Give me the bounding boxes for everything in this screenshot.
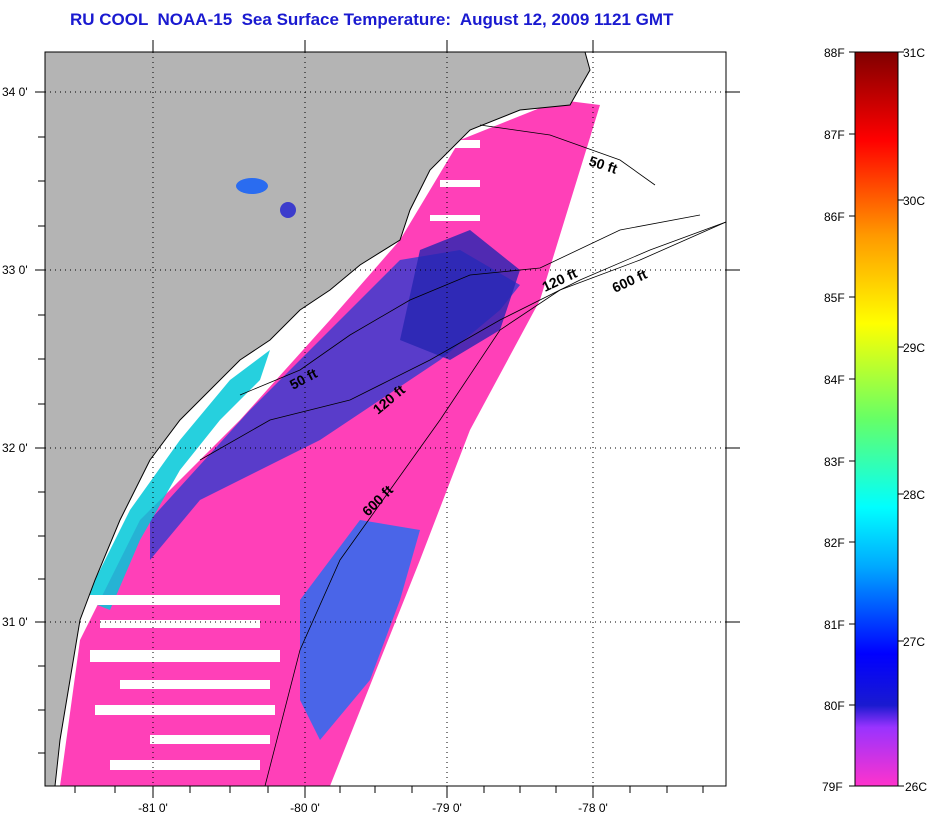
lon-label-81: -81 0'	[138, 801, 168, 815]
cbar-c-26: 26C	[905, 780, 927, 794]
cbar-f-87: 87F	[824, 128, 845, 142]
cbar-f-79: 79F	[822, 780, 843, 794]
land-mass	[45, 52, 590, 786]
cbar-f-85: 85F	[824, 291, 845, 305]
sst-cool-patch	[400, 230, 520, 360]
cbar-f-88: 88F	[824, 46, 845, 60]
lat-label-32: 32 0'	[2, 441, 28, 455]
lat-label-34: 34 0'	[2, 85, 28, 99]
map-frame	[44, 51, 727, 787]
cbar-c-27: 27C	[903, 635, 925, 649]
cbar-c-28: 28C	[903, 488, 925, 502]
lon-ticks	[74, 40, 704, 798]
cbar-f-83: 83F	[824, 455, 845, 469]
cbar-f-84: 84F	[824, 373, 845, 387]
map-title: RU COOL NOAA-15 Sea Surface Temperature:…	[70, 10, 674, 29]
cbar-f-80: 80F	[824, 699, 845, 713]
isobath-120ft-outer	[199, 221, 727, 461]
lon-label-78: -78 0'	[578, 801, 608, 815]
grid	[45, 52, 726, 786]
cbar-c-31: 31C	[903, 46, 925, 60]
inland-lake-1	[236, 178, 268, 194]
cbar-f-86: 86F	[824, 210, 845, 224]
lon-label-79: -79 0'	[432, 801, 462, 815]
lat-label-31: 31 0'	[2, 615, 28, 629]
isobath-50ft-north	[479, 124, 656, 186]
lon-label-80: -80 0'	[290, 801, 320, 815]
isobath-600ft	[264, 221, 727, 787]
cbar-c-30: 30C	[903, 194, 925, 208]
sst-cool-offshore	[300, 520, 420, 740]
colorbar-ticks	[849, 51, 904, 787]
inland-lake-2	[280, 202, 296, 218]
isobath-120ft	[239, 214, 701, 396]
lat-label-33: 33 0'	[2, 263, 28, 277]
colorbar-gradient	[854, 51, 899, 787]
cbar-c-29: 29C	[903, 341, 925, 355]
cbar-f-82: 82F	[824, 536, 845, 550]
coastline	[54, 51, 591, 787]
cbar-f-81: 81F	[824, 618, 845, 632]
lat-ticks	[35, 91, 740, 754]
sst-nearshore	[85, 350, 270, 610]
